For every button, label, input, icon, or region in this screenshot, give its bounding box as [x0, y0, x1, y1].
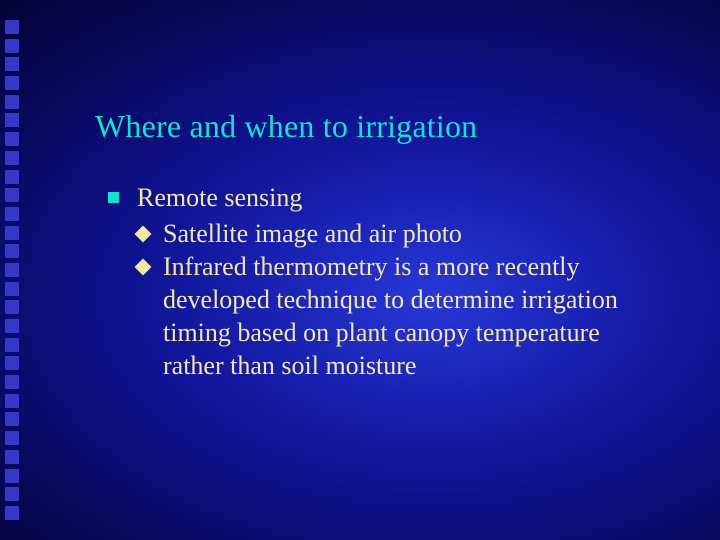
- decor-square-icon: [5, 95, 19, 109]
- diamond-bullet-icon: [135, 225, 152, 242]
- level2-text: Infrared thermometry is a more recently …: [163, 250, 663, 382]
- decor-square-icon: [5, 412, 19, 426]
- decor-square-icon: [5, 207, 19, 221]
- slide-body: Remote sensing Satellite image and air p…: [108, 182, 668, 382]
- decor-square-icon: [5, 263, 19, 277]
- decor-square-icon: [5, 113, 19, 127]
- decor-square-icon: [5, 506, 19, 520]
- square-bullet-icon: [108, 192, 119, 203]
- decor-square-icon: [5, 39, 19, 53]
- decor-square-icon: [5, 319, 19, 333]
- level1-text: Remote sensing: [137, 182, 302, 215]
- diamond-bullet-icon: [135, 258, 152, 275]
- decor-square-icon: [5, 170, 19, 184]
- list-item: Satellite image and air photo: [137, 217, 668, 250]
- decor-square-icon: [5, 57, 19, 71]
- decor-square-icon: [5, 132, 19, 146]
- decor-square-icon: [5, 356, 19, 370]
- decor-square-icon: [5, 469, 19, 483]
- decor-square-icon: [5, 450, 19, 464]
- decor-square-icon: [5, 188, 19, 202]
- decor-square-icon: [5, 338, 19, 352]
- sublist: Satellite image and air photo Infrared t…: [137, 217, 668, 382]
- decor-square-icon: [5, 487, 19, 501]
- left-decor-strip: [0, 18, 22, 522]
- slide: Where and when to irrigation Remote sens…: [0, 0, 720, 540]
- decor-square-icon: [5, 282, 19, 296]
- decor-square-icon: [5, 151, 19, 165]
- list-item: Infrared thermometry is a more recently …: [137, 250, 668, 382]
- decor-square-icon: [5, 375, 19, 389]
- decor-square-icon: [5, 300, 19, 314]
- decor-square-icon: [5, 244, 19, 258]
- list-item: Remote sensing: [108, 182, 668, 215]
- decor-square-icon: [5, 394, 19, 408]
- slide-title: Where and when to irrigation: [95, 108, 477, 145]
- decor-square-icon: [5, 226, 19, 240]
- level2-text: Satellite image and air photo: [163, 217, 462, 250]
- decor-square-icon: [5, 76, 19, 90]
- decor-square-icon: [5, 20, 19, 34]
- decor-square-icon: [5, 431, 19, 445]
